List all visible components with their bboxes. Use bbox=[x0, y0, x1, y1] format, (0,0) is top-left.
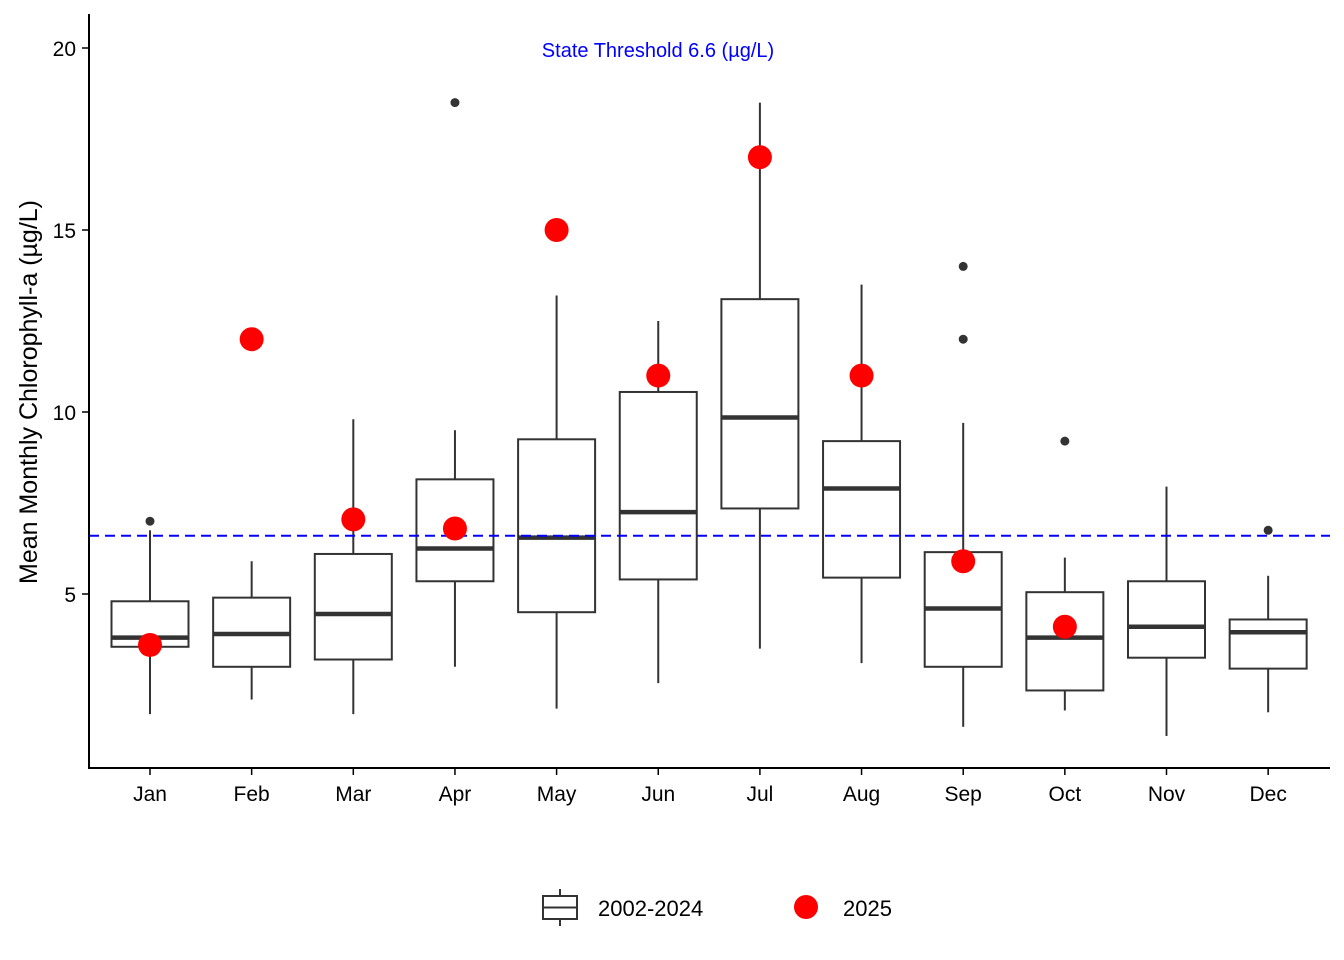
y-tick-label: 20 bbox=[53, 38, 76, 61]
box-iqr bbox=[822, 440, 902, 579]
points-2025 bbox=[138, 145, 1077, 657]
box-aug bbox=[822, 284, 902, 664]
x-tick-label-jul: Jul bbox=[746, 783, 773, 806]
point-2025-sep bbox=[951, 549, 976, 574]
x-tick-label-apr: Apr bbox=[439, 783, 472, 806]
y-tick-label: 15 bbox=[53, 220, 76, 243]
point-2025-feb bbox=[239, 327, 264, 352]
point-2025-jul bbox=[747, 145, 772, 170]
x-tick-label-sep: Sep bbox=[945, 783, 982, 806]
box-iqr bbox=[720, 298, 800, 510]
box-iqr bbox=[1127, 580, 1206, 659]
x-tick-label-dec: Dec bbox=[1249, 783, 1286, 806]
x-tick-label-mar: Mar bbox=[335, 783, 371, 806]
plot-area bbox=[110, 98, 1308, 736]
legend-label-historical: 2002-2024 bbox=[598, 896, 703, 921]
x-tick-label-nov: Nov bbox=[1148, 783, 1186, 806]
box-may bbox=[517, 295, 597, 709]
y-tick-label: 10 bbox=[53, 402, 76, 425]
y-tick-label: 5 bbox=[64, 584, 76, 607]
point-2025-jun bbox=[646, 363, 671, 388]
box-iqr bbox=[1025, 591, 1105, 692]
box-iqr bbox=[517, 438, 597, 614]
point-2025-mar bbox=[341, 507, 366, 532]
legend-item-point: 2025 bbox=[794, 895, 892, 921]
x-tick-label-oct: Oct bbox=[1049, 783, 1082, 806]
outlier-point bbox=[1060, 436, 1070, 446]
box-oct bbox=[1025, 436, 1105, 711]
box-iqr bbox=[313, 552, 393, 661]
x-ticks: Jan Feb Mar Apr May Jun Jul Aug Sep Oct Nov Dec bbox=[133, 768, 1287, 806]
box-dec bbox=[1228, 525, 1308, 713]
point-2025-apr bbox=[442, 516, 467, 541]
box-jan bbox=[110, 516, 190, 715]
legend: 2002-2024 2025 bbox=[542, 889, 892, 926]
threshold-layer: State Threshold 6.6 (µg/L) bbox=[89, 40, 1330, 537]
outlier-point bbox=[958, 334, 968, 344]
x-tick-label-may: May bbox=[537, 783, 577, 806]
legend-point-icon bbox=[794, 895, 818, 919]
box-nov bbox=[1127, 486, 1206, 736]
point-2025-may bbox=[544, 218, 569, 242]
box-iqr bbox=[618, 390, 698, 581]
box-feb bbox=[212, 561, 292, 700]
legend-item-box: 2002-2024 bbox=[542, 889, 703, 926]
point-2025-oct bbox=[1052, 614, 1077, 639]
outlier-point bbox=[1263, 525, 1273, 535]
x-tick-label-jan: Jan bbox=[133, 783, 167, 806]
y-axis-title: Mean Monthly Chlorophyll-a (µg/L) bbox=[15, 200, 43, 584]
box-sep bbox=[923, 261, 1003, 727]
threshold-label: State Threshold 6.6 (µg/L) bbox=[542, 40, 774, 62]
box-iqr bbox=[1228, 618, 1308, 670]
point-2025-aug bbox=[849, 363, 874, 388]
box-apr bbox=[415, 98, 495, 667]
outlier-point bbox=[450, 98, 460, 108]
x-tick-label-aug: Aug bbox=[843, 783, 880, 806]
x-tick-label-jun: Jun bbox=[641, 783, 675, 806]
box-mar bbox=[313, 419, 393, 715]
y-ticks: 5 10 15 20 bbox=[53, 38, 89, 607]
outlier-point bbox=[145, 516, 155, 526]
outlier-point bbox=[958, 261, 968, 271]
x-tick-label-feb: Feb bbox=[234, 783, 270, 806]
box-jul bbox=[720, 102, 800, 649]
axes bbox=[88, 14, 1330, 769]
legend-label-2025: 2025 bbox=[843, 896, 892, 921]
point-2025-jan bbox=[138, 632, 162, 657]
